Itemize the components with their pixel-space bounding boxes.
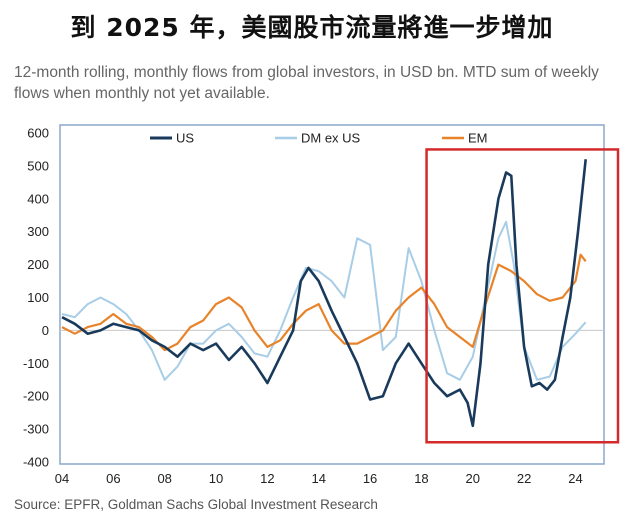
x-tick-label: 16 <box>363 471 377 486</box>
y-tick-label: 0 <box>42 323 49 338</box>
y-tick-label: -300 <box>23 422 49 437</box>
legend-label: EM <box>468 131 488 146</box>
x-axis-ticks: 04 06 08 10 12 14 16 18 20 22 24 <box>55 471 583 486</box>
y-axis-ticks: 600 500 400 300 200 100 0 -100 -200 -300 -400 <box>23 126 49 470</box>
y-tick-label: 100 <box>27 290 49 305</box>
highlight-box <box>425 148 620 444</box>
x-tick-label: 20 <box>466 471 480 486</box>
legend-label: US <box>176 131 194 146</box>
x-tick-label: 10 <box>209 471 223 486</box>
x-tick-label: 12 <box>260 471 274 486</box>
y-tick-label: 400 <box>27 191 49 206</box>
plot-frame <box>59 124 605 465</box>
y-tick-label: -400 <box>23 455 49 470</box>
y-tick-label: 500 <box>27 158 49 173</box>
x-tick-label: 18 <box>414 471 428 486</box>
y-tick-label: -100 <box>23 356 49 371</box>
x-tick-label: 24 <box>568 471 582 486</box>
y-tick-label: 300 <box>27 224 49 239</box>
legend-label: DM ex US <box>301 131 361 146</box>
x-tick-label: 08 <box>157 471 171 486</box>
x-tick-label: 06 <box>106 471 120 486</box>
legend: US DM ex US EM <box>150 131 488 146</box>
page-title: 到 2025 年，美國股市流量將進一步增加 <box>70 13 554 42</box>
x-tick-label: 14 <box>311 471 325 486</box>
y-tick-label: -200 <box>23 389 49 404</box>
series-lines <box>61 159 587 428</box>
y-tick-label: 600 <box>27 126 49 141</box>
series-line-dm-ex-us <box>61 220 587 381</box>
x-tick-label: 22 <box>517 471 531 486</box>
x-tick-label: 04 <box>55 471 69 486</box>
series-line-em <box>61 253 587 352</box>
chart-subtitle: 12-month rolling, monthly flows from glo… <box>14 64 599 102</box>
source-note: Source: EPFR, Goldman Sachs Global Inves… <box>14 497 378 512</box>
series-line-us <box>61 159 587 428</box>
y-tick-label: 200 <box>27 257 49 272</box>
